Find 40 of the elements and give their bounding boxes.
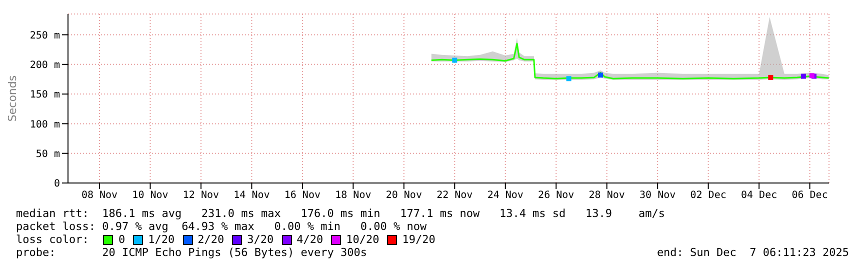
x-tick-label: 26 Nov	[538, 190, 574, 202]
x-tick-label: 24 Nov	[487, 190, 524, 202]
x-tick-label: 20 Nov	[386, 190, 422, 202]
x-tick-label: 10 Nov	[132, 190, 168, 202]
y-tick-label: 100 m	[30, 119, 60, 130]
text: end: Sun Dec 7 06:11:23 2025	[656, 246, 849, 259]
legend-label: 3/20	[247, 233, 274, 246]
x-tick-label: 12 Nov	[182, 190, 220, 202]
point	[598, 72, 604, 78]
x-tick-label: 02 Dec	[690, 190, 726, 202]
legend-label: 0	[118, 233, 126, 246]
legend-label: 4/20	[296, 233, 324, 246]
y-tick-label: 250 m	[30, 30, 60, 42]
y-tick-label: 50 m	[36, 148, 60, 160]
legend-label: 2/20	[198, 233, 224, 246]
y-tick-label: 150 m	[30, 90, 60, 101]
legend-label: 10/20	[346, 233, 380, 246]
legend-label: 19/20	[402, 233, 436, 246]
x-tick-label: 16 Nov	[284, 190, 321, 202]
x-tick-label: 28 Nov	[588, 190, 625, 202]
y-tick-label: 0	[54, 178, 60, 190]
text: probe: 20 ICMP Echo Pings (56 Bytes) every 300s	[16, 246, 367, 259]
legend-label: 1/20	[148, 233, 175, 246]
x-tick-label: 04 Dec	[740, 190, 778, 202]
text: packet loss: 0.97 % avg 64.93 % max 0.00 % min 0.00 % now	[16, 220, 428, 233]
y-tick-label: 200 m	[30, 60, 60, 71]
point	[452, 58, 458, 63]
y-axis-title: Seconds	[6, 75, 19, 122]
point	[809, 73, 814, 78]
x-tick-label: 30 Nov	[640, 190, 676, 202]
point	[800, 74, 806, 79]
x-tick-label: 06 Dec	[792, 190, 828, 202]
x-tick-label: 08 Nov	[81, 190, 118, 202]
point	[566, 76, 572, 82]
x-tick-label: 14 Nov	[234, 190, 270, 202]
x-tick-label: 18 Nov	[335, 190, 372, 202]
point	[768, 74, 774, 80]
legend-title: loss color:	[16, 233, 90, 246]
x-tick-label: 22 Nov	[436, 190, 473, 202]
text: median rtt: 186.1 ms avg 231.0 ms max 176.0 ms min 177.1 ms now 13.4 ms sd 13.9 am/s	[16, 207, 666, 220]
